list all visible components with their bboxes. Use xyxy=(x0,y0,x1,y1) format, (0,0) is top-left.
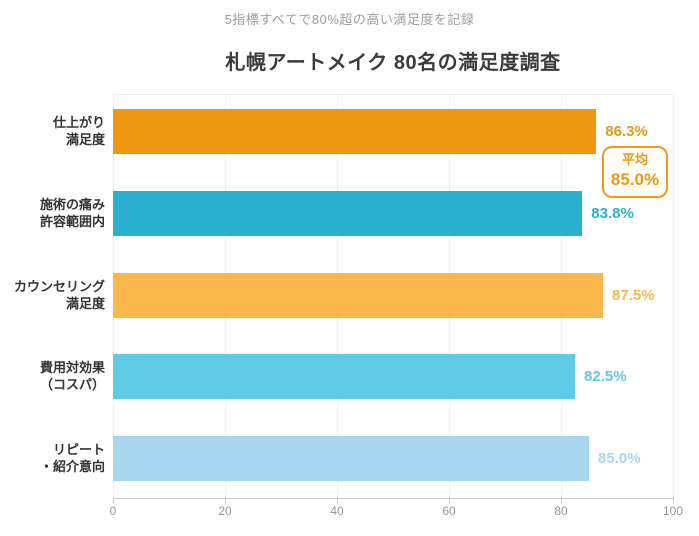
bar-value-label-0: 86.3% xyxy=(605,123,648,140)
axis-tick-40 xyxy=(337,497,338,503)
axis-tick-label-20: 20 xyxy=(218,504,232,518)
category-label-3: 費用対効果 （コスパ） xyxy=(0,359,105,393)
bar-0 xyxy=(113,109,597,154)
average-annotation-value: 85.0% xyxy=(610,170,660,189)
bar-2 xyxy=(113,273,603,318)
category-label-line: 施術の痛み xyxy=(39,196,105,212)
axis-tick-label-0: 0 xyxy=(109,504,117,518)
category-label-1: 施術の痛み 許容範囲内 xyxy=(0,196,105,230)
axis-tick-label-40: 40 xyxy=(330,504,344,518)
bar-1 xyxy=(113,191,583,236)
bar-3 xyxy=(113,354,575,399)
category-label-line: 費用対効果 xyxy=(39,359,105,375)
average-annotation-label: 平均 xyxy=(621,152,648,167)
average-annotation: 平均 85.0% xyxy=(602,146,668,198)
category-label-line: 許容範囲内 xyxy=(39,213,105,229)
bar-value-label-1: 83.8% xyxy=(591,205,634,222)
axis-tick-100 xyxy=(673,497,674,503)
axis-tick-80 xyxy=(561,497,562,503)
axis-tick-0 xyxy=(113,497,114,503)
category-label-4: リピート ・紹介意向 xyxy=(0,441,105,475)
category-label-line: （コスパ） xyxy=(39,376,105,392)
category-label-line: リピート xyxy=(52,441,105,457)
category-label-line: ・紹介意向 xyxy=(39,458,105,474)
axis-tick-label-80: 80 xyxy=(554,504,568,518)
axis-tick-60 xyxy=(449,497,450,503)
category-label-line: 仕上がり xyxy=(52,114,105,130)
chart-subtitle: 5指標すべてで80%超の高い満足度を記録 xyxy=(224,12,475,27)
category-label-2: カウンセリング 満足度 xyxy=(0,278,105,312)
bar-value-label-3: 82.5% xyxy=(584,368,627,385)
axis-tick-20 xyxy=(225,497,226,503)
chart-title: 札幌アートメイク 80名の満足度調査 xyxy=(225,52,561,74)
axis-tick-label-100: 100 xyxy=(662,504,684,518)
gridline-100 xyxy=(673,95,674,498)
category-label-line: 満足度 xyxy=(65,131,105,147)
bar-value-label-2: 87.5% xyxy=(612,287,655,304)
plot-area: 86.3% 83.8% 87.5% 82.5% 85.0% xyxy=(113,94,674,499)
axis-tick-label-60: 60 xyxy=(442,504,456,518)
bar-value-label-4: 85.0% xyxy=(598,450,641,467)
category-label-line: カウンセリング xyxy=(13,278,105,294)
bar-4 xyxy=(113,436,589,481)
category-label-line: 満足度 xyxy=(65,295,105,311)
category-label-0: 仕上がり 満足度 xyxy=(0,114,105,148)
